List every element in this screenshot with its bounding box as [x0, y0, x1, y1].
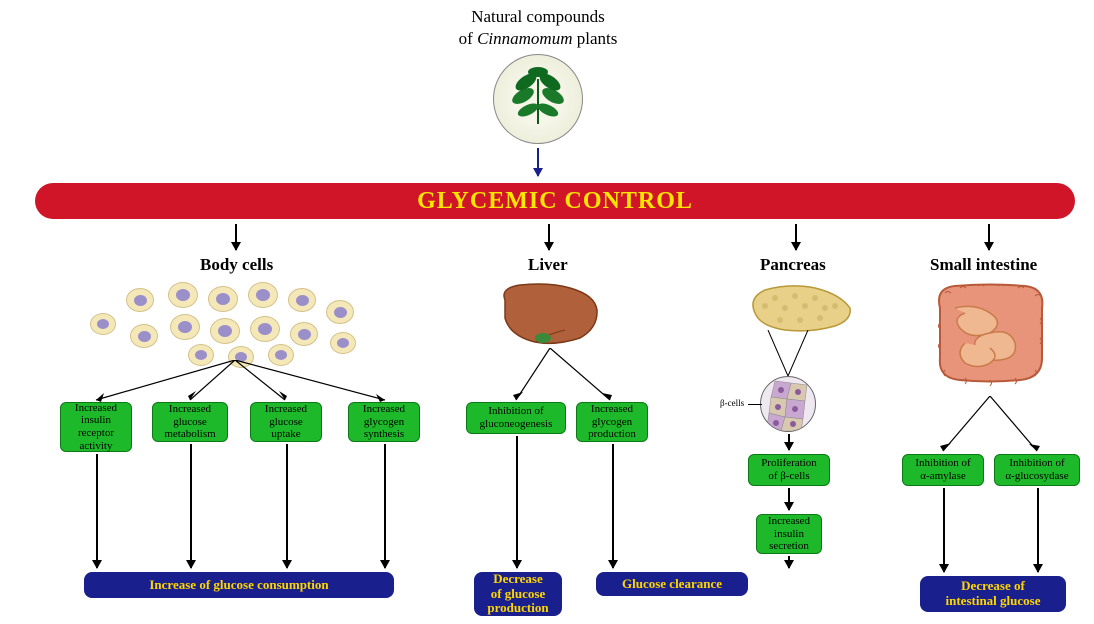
box-glucose-uptake: Increased glucose uptake [250, 402, 322, 442]
outcome-glucose-consumption: Increase of glucose consumption [84, 572, 394, 598]
body-cells-illustration [80, 278, 400, 368]
box-insulin-receptor: Increased insulin receptor activity [60, 402, 132, 452]
arrow-si2-down [1037, 488, 1039, 572]
section-liver: Liver [528, 255, 568, 275]
box-amylase: Inhibition of α-amylase [902, 454, 984, 486]
box-insulin-secretion: Increased insulin secretion [756, 514, 822, 554]
arrow-to-bodycells [235, 224, 237, 250]
box-glycogen-production: Increased glycogen production [576, 402, 648, 442]
box-beta-proliferation: Proliferation of β-cells [748, 454, 830, 486]
section-pancreas: Pancreas [760, 255, 826, 275]
arrow-bc2-down [190, 444, 192, 568]
box-glucosydase: Inhibition of α-glucosydase [994, 454, 1080, 486]
plant-image [493, 54, 583, 144]
header-title: Natural compounds of Cinnamomum plants [408, 6, 668, 50]
liver-fanout [480, 348, 660, 404]
beta-label-line [748, 404, 762, 405]
arrow-prolif-to-secretion [788, 488, 790, 510]
arrow-beta-to-prolif [788, 434, 790, 450]
box-gluconeogenesis: Inhibition of gluconeogenesis [466, 402, 566, 434]
bodycells-fanout [60, 360, 430, 405]
arrow-to-liver [548, 224, 550, 250]
arrow-bc4-down [384, 444, 386, 568]
arrow-lv1-down [516, 436, 518, 568]
arrow-lv2-down [612, 444, 614, 568]
intestine-fanout [910, 396, 1080, 454]
box-glucose-metabolism: Increased glucose metabolism [152, 402, 228, 442]
outcome-glucose-production: Decrease of glucose production [474, 572, 562, 616]
beta-cells-label: β-cells [720, 398, 744, 408]
intestine-illustration [920, 278, 1060, 403]
outcome-glucose-clearance: Glucose clearance [596, 572, 748, 596]
arrow-plant-to-banner [537, 148, 539, 176]
box-glycogen-synthesis: Increased glycogen synthesis [348, 402, 420, 442]
beta-cells-circle [760, 376, 816, 432]
arrow-si1-down [943, 488, 945, 572]
section-intestine: Small intestine [930, 255, 1037, 275]
arrow-to-intestine [988, 224, 990, 250]
pancreas-v-lines [748, 330, 828, 380]
arrow-secretion-down [788, 556, 790, 568]
header-line2-italic: Cinnamomum [477, 29, 572, 48]
header-line1: Natural compounds [471, 7, 605, 26]
glycemic-control-banner: GLYCEMIC CONTROL [35, 183, 1075, 219]
arrow-bc1-down [96, 454, 98, 568]
header-line2-prefix: of [459, 29, 477, 48]
banner-text: GLYCEMIC CONTROL [417, 188, 693, 215]
arrow-bc3-down [286, 444, 288, 568]
arrow-to-pancreas [795, 224, 797, 250]
outcome-intestinal-glucose: Decrease of intestinal glucose [920, 576, 1066, 612]
section-body-cells: Body cells [200, 255, 273, 275]
liver-illustration [495, 280, 605, 355]
header-line2-suffix: plants [572, 29, 617, 48]
